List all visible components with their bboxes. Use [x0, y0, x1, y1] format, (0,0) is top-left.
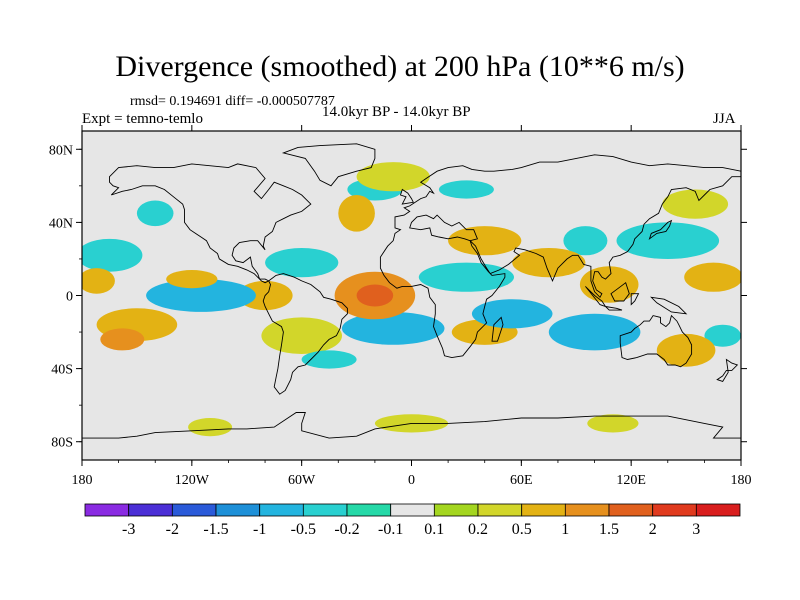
colorbar-label: 0.5 — [512, 521, 532, 538]
divergence-cell-33 — [356, 284, 394, 307]
divergence-cell-30 — [579, 266, 639, 303]
divergence-cell-9 — [82, 238, 143, 272]
colorbar-label: -2 — [166, 521, 179, 538]
colorbar-swatch-13 — [652, 503, 697, 517]
colorbar-label: 1.5 — [599, 521, 619, 538]
divergence-cell-10 — [301, 350, 357, 369]
coast-australia — [619, 314, 693, 368]
divergence-cell-28 — [82, 268, 115, 294]
colorbar-label: -1.5 — [203, 521, 228, 538]
coast-japan — [648, 219, 673, 241]
season-label: JJA — [713, 111, 736, 127]
divergence-cell-24 — [146, 279, 256, 312]
coast-africa-eurasia — [379, 154, 741, 359]
colorbar-swatch-0 — [84, 503, 130, 517]
divergence-cell-4 — [356, 162, 430, 192]
lon-label: 60W — [288, 473, 316, 488]
lon-label: 0 — [408, 473, 415, 488]
colorbar-label: -1 — [253, 521, 266, 538]
colorbar-label: 2 — [649, 521, 657, 538]
lon-label: 180 — [731, 473, 752, 488]
divergence-cell-26 — [548, 313, 641, 351]
map-axes: 80N 40N 0 40S 80S 180 120W 60W 0 60E 120E 180 — [49, 125, 752, 488]
divergence-cell-5 — [662, 189, 729, 219]
colorbar-swatch-2 — [171, 503, 217, 517]
divergence-cell-29 — [341, 312, 445, 345]
colorbar-label: 3 — [692, 521, 700, 538]
divergence-cell-22 — [684, 262, 741, 292]
colorbar-swatch-6 — [346, 503, 392, 517]
lat-label: 80S — [51, 436, 73, 451]
colorbar-label: -0.1 — [378, 521, 403, 538]
colorbar-label: -3 — [122, 521, 135, 538]
coast-uk — [399, 188, 414, 205]
divergence-cell-21 — [448, 226, 522, 256]
colorbar-swatch-4 — [259, 503, 304, 517]
colorbar: -3 -2 -1.5 -1 -0.5 -0.2 -0.1 0.1 0.2 0.5 1 1.5 2 3 — [84, 503, 741, 538]
coast-new-zealand — [716, 358, 739, 382]
colorbar-swatch-11 — [564, 503, 610, 517]
coast-south-america — [262, 273, 348, 395]
lon-label: 60E — [510, 473, 533, 488]
coast-greenland — [281, 143, 376, 187]
divergence-cell-7 — [261, 317, 343, 355]
colorbar-label: 0.2 — [468, 521, 488, 538]
divergence-cell-25 — [471, 299, 553, 329]
divergence-cell-3 — [438, 180, 494, 199]
divergence-cell-1 — [136, 200, 174, 227]
colorbar-swatch-1 — [128, 503, 173, 517]
colorbar-swatch-8 — [433, 503, 479, 517]
coastlines — [82, 143, 741, 439]
coast-antarctica — [82, 412, 741, 439]
divergence-cell-12 — [563, 226, 608, 256]
colorbar-swatch-3 — [215, 503, 261, 517]
divergence-cell-8 — [587, 414, 639, 433]
lat-label: 0 — [66, 290, 73, 305]
divergence-cell-27 — [166, 270, 218, 289]
colorbar-swatch-7 — [390, 503, 435, 517]
colorbar-swatch-9 — [477, 503, 523, 517]
colorbar-swatch-12 — [608, 503, 654, 517]
coast-indonesia — [585, 281, 688, 315]
lon-label: 120E — [616, 473, 646, 488]
lon-label: 180 — [72, 473, 93, 488]
chart-title: Divergence (smoothed) at 200 hPa (10**6 … — [115, 50, 685, 83]
colorbar-label: 1 — [561, 521, 569, 538]
lat-label: 80N — [49, 143, 73, 158]
lat-label: 40S — [51, 363, 73, 378]
colorbar-label: -0.2 — [334, 521, 359, 538]
divergence-cell-11 — [418, 262, 514, 292]
divergence-cell-17 — [265, 248, 339, 278]
colorbar-swatch-14 — [695, 503, 741, 517]
divergence-cell-13 — [704, 324, 741, 347]
colorbar-swatch-5 — [302, 503, 348, 517]
lon-label: 120W — [175, 473, 210, 488]
colorbar-swatch-10 — [521, 503, 566, 517]
divergence-cell-23 — [338, 195, 375, 232]
divergence-cell-14 — [512, 248, 586, 278]
divergence-cell-15 — [656, 333, 716, 367]
rmsd-diff-stats: rmsd= 0.194691 diff= -0.000507787 — [130, 94, 335, 109]
colorbar-label: 0.1 — [424, 521, 444, 538]
divergence-cell-32 — [100, 328, 145, 351]
coast-madagascar — [491, 316, 504, 342]
colorbar-label: -0.5 — [291, 521, 316, 538]
experiment-label: Expt = temno-temlo — [82, 111, 203, 127]
divergence-cell-0 — [188, 418, 233, 437]
coast-north-america — [109, 163, 312, 284]
period-label: 14.0kyr BP - 14.0kyr BP — [322, 104, 471, 120]
lat-label: 40N — [49, 216, 73, 231]
